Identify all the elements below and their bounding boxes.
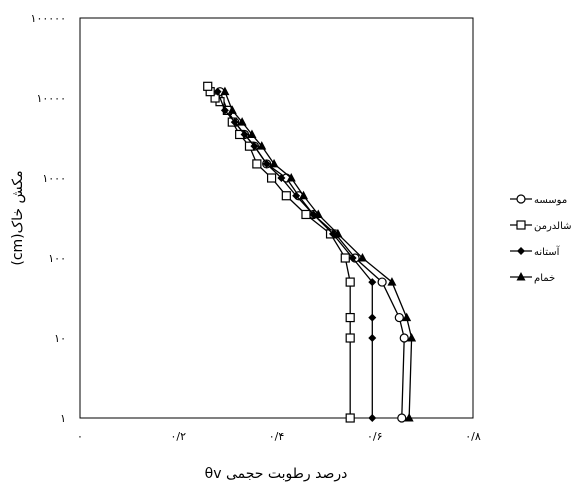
legend-marker (516, 272, 526, 281)
legend: موسسه شالدرمن آستانه خمام (510, 194, 572, 284)
data-point (299, 190, 309, 200)
data-point (286, 173, 296, 182)
data-point (220, 106, 229, 115)
legend-label: خمام (534, 273, 555, 284)
y-tick-label: ١٠ (54, 332, 66, 345)
data-point (387, 277, 397, 286)
y-tick-label: ١ (60, 412, 66, 425)
data-point (399, 333, 409, 343)
data-point (230, 118, 239, 127)
data-point (277, 174, 286, 182)
data-point (345, 333, 355, 343)
legend-marker (517, 247, 525, 255)
data-point (240, 130, 249, 139)
legend-item: خمام (510, 272, 555, 284)
data-point (227, 105, 237, 114)
data-point (292, 191, 301, 200)
y-tick-label: ١٠٠٠٠ (36, 92, 66, 105)
data-point (333, 228, 343, 238)
data-point (407, 333, 417, 342)
x-tick-label: ٠/٢ (170, 430, 186, 443)
data-point (345, 312, 355, 323)
data-point (203, 81, 213, 91)
data-point (213, 87, 222, 96)
legend-item: موسسه (510, 194, 567, 206)
y-axis-title: مکش خاک(cm) (10, 170, 26, 265)
data-point (281, 191, 291, 201)
data-point (262, 159, 271, 168)
data-point (397, 413, 407, 423)
x-tick-label: ٠/۴ (269, 430, 285, 443)
y-axis-ticks: ١ ١٠ ١٠٠ ١٠٠٠ ١٠٠٠٠ ١٠٠٠٠٠ (31, 12, 66, 425)
data-point (301, 209, 311, 220)
legend-marker (516, 194, 526, 204)
y-tick-label: ١٠٠٠ (42, 172, 66, 185)
series-4 (220, 86, 417, 422)
legend-label: آستانه (534, 245, 561, 258)
x-tick-label: ٠/۶ (367, 430, 383, 443)
data-point (252, 159, 262, 169)
data-point (368, 414, 377, 422)
data-point (345, 413, 355, 423)
legend-marker (516, 220, 526, 230)
series-group (203, 81, 417, 423)
data-point (368, 278, 377, 287)
x-axis-title: درصد رطوبت حجمی θv (205, 466, 348, 482)
data-point (368, 313, 377, 322)
data-point (237, 117, 247, 126)
data-point (210, 93, 220, 103)
x-tick-label: ٠/٨ (465, 430, 481, 443)
data-point (402, 312, 412, 322)
x-axis-ticks: ٠ ٠/٢ ٠/۴ ٠/۶ ٠/٨ (77, 430, 481, 443)
data-point (340, 253, 350, 263)
legend-label: شالدرمن (534, 221, 572, 232)
legend-label: موسسه (534, 195, 567, 206)
data-point (368, 334, 377, 342)
data-point (394, 312, 404, 323)
data-point (269, 158, 279, 168)
data-point (247, 129, 257, 138)
data-point (404, 413, 414, 422)
y-tick-label: ١٠٠ (48, 252, 66, 265)
legend-item: شالدرمن (510, 220, 572, 232)
data-point (257, 141, 267, 150)
data-point (250, 142, 259, 151)
data-point (345, 277, 355, 287)
data-point (357, 253, 367, 262)
data-point (266, 173, 277, 183)
data-point (220, 86, 230, 96)
y-tick-label: ١٠٠٠٠٠ (31, 12, 66, 25)
series-3 (213, 87, 377, 422)
plot-area (79, 17, 474, 419)
data-point (377, 277, 387, 287)
legend-item: آستانه (510, 245, 561, 258)
data-point (348, 254, 357, 262)
data-point (313, 209, 323, 218)
x-tick-label: ٠ (77, 430, 83, 443)
